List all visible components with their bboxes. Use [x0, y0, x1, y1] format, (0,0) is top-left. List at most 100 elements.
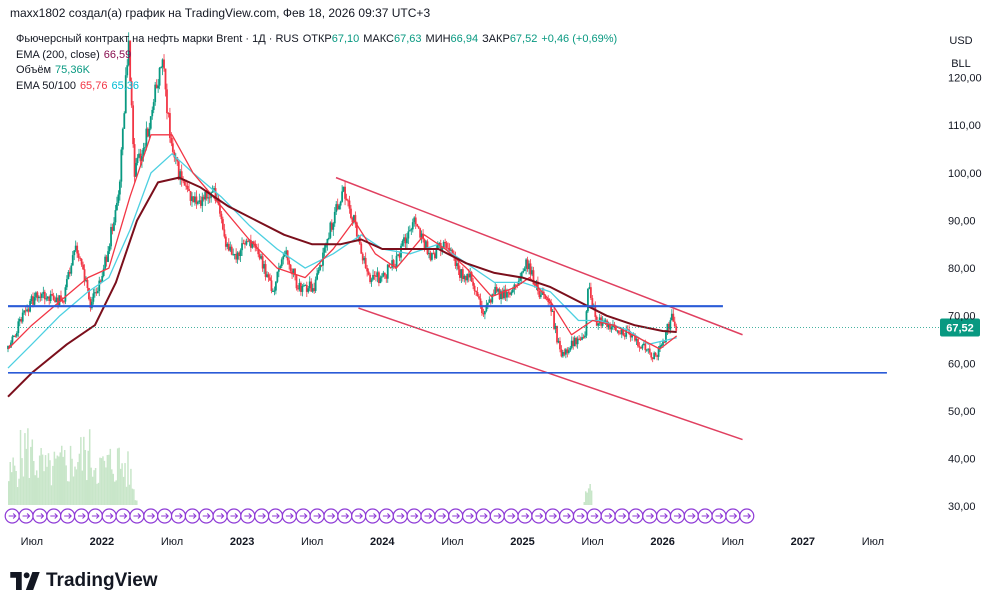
candle-body — [124, 75, 127, 114]
event-arrow-icon — [521, 513, 530, 519]
event-arrow-icon — [272, 513, 280, 519]
candle-body — [326, 238, 329, 245]
legend-ema50-100-row[interactable]: EMA 50/100 65,76 65,36 — [16, 79, 617, 95]
candle-body — [111, 227, 114, 231]
volume-bar — [102, 456, 104, 505]
candle-body — [148, 128, 151, 137]
candle-body — [656, 355, 659, 357]
candle-body — [539, 294, 542, 298]
y-tick-label: 110,00 — [948, 120, 981, 132]
event-arrow-icon — [341, 513, 350, 519]
volume-bar — [15, 471, 17, 505]
candle-body — [202, 196, 205, 200]
candle-body — [201, 196, 204, 206]
candle-body — [579, 338, 582, 340]
candle-body — [323, 247, 326, 253]
candle-body — [380, 276, 383, 278]
volume-bar — [115, 480, 117, 505]
candle-body — [130, 81, 133, 106]
footer-brand: TradingView — [10, 570, 158, 592]
candle-body — [99, 280, 102, 282]
candle-body — [488, 299, 491, 303]
candle-body — [241, 243, 243, 251]
candle-body — [33, 297, 36, 305]
candle-body — [604, 320, 607, 322]
candle-body — [582, 337, 585, 339]
volume-bar — [31, 439, 34, 505]
volume-bar — [18, 478, 20, 505]
event-arrow-icon — [258, 513, 266, 519]
candle-body — [319, 265, 321, 271]
ema100-line — [7, 153, 677, 369]
candle-body — [264, 264, 267, 277]
candle-body — [280, 259, 283, 267]
candle-body — [578, 338, 580, 340]
volume-bar — [136, 500, 138, 505]
volume-bar — [22, 476, 25, 505]
candle-body — [619, 333, 622, 335]
candle-body — [509, 292, 511, 295]
candle-body — [522, 271, 525, 273]
candle-body — [179, 171, 182, 180]
candle-body — [294, 268, 296, 276]
event-arrow-icon — [507, 513, 516, 519]
volume-bar — [19, 429, 22, 505]
event-arrow-icon — [188, 513, 197, 519]
candle-body — [157, 85, 160, 89]
candle-body — [506, 292, 508, 298]
candle-body — [304, 284, 307, 286]
candle-body — [316, 273, 318, 280]
candle-body — [351, 217, 354, 223]
candle-body — [170, 137, 173, 144]
unit-label[interactable]: BLL — [951, 58, 971, 70]
volume-value: 75,36K — [55, 64, 90, 76]
candle-body — [46, 296, 49, 299]
candle-body — [403, 237, 405, 241]
candle-body — [232, 254, 235, 256]
volume-bar — [34, 475, 36, 505]
candle-body — [108, 246, 111, 252]
volume-bar — [583, 502, 586, 505]
ema50-value: 65,76 — [79, 79, 108, 92]
candle-body — [235, 254, 238, 260]
candle-body — [576, 338, 579, 345]
candle-body — [311, 288, 314, 292]
candle-body — [73, 250, 76, 256]
event-arrow-icon — [161, 513, 169, 519]
candle-body — [456, 263, 458, 266]
candle-body — [556, 325, 558, 343]
candle-body — [195, 196, 198, 204]
candle-body — [289, 264, 292, 272]
candle-body — [392, 260, 395, 267]
volume-bar — [24, 433, 26, 505]
candle-body — [92, 293, 95, 302]
candle-body — [54, 299, 57, 303]
candle-body — [132, 105, 135, 145]
volume-bar — [60, 445, 63, 505]
currency-label[interactable]: USD — [949, 35, 973, 47]
ema200-value: 66,59 — [103, 48, 132, 61]
legend-volume-row[interactable]: Объём 75,36K — [16, 63, 617, 79]
volume-bar — [63, 450, 66, 505]
candle-body — [77, 253, 80, 258]
event-arrow-icon — [230, 513, 239, 519]
price-scale-units[interactable]: USD BLL — [944, 30, 978, 76]
candle-body — [65, 279, 68, 288]
candle-body — [441, 247, 444, 251]
candle-body — [186, 185, 189, 190]
candle-body — [192, 196, 195, 203]
candle-body — [160, 67, 162, 69]
instrument-title[interactable]: Фьючерсный контракт на нефть марки Brent… — [16, 33, 299, 45]
volume-bar — [33, 460, 35, 505]
volume-bar — [56, 455, 59, 505]
candle-body — [344, 186, 346, 199]
candle-body — [448, 248, 451, 251]
candle-body — [163, 59, 165, 69]
candle-body — [101, 276, 104, 282]
legend-ema200-row[interactable]: EMA (200, close) 66,59 — [16, 48, 617, 64]
volume-bar — [53, 451, 56, 505]
volume-bar — [118, 447, 120, 505]
volume-bar — [80, 437, 82, 505]
candle-body — [457, 263, 460, 270]
events-layer — [4, 508, 755, 524]
